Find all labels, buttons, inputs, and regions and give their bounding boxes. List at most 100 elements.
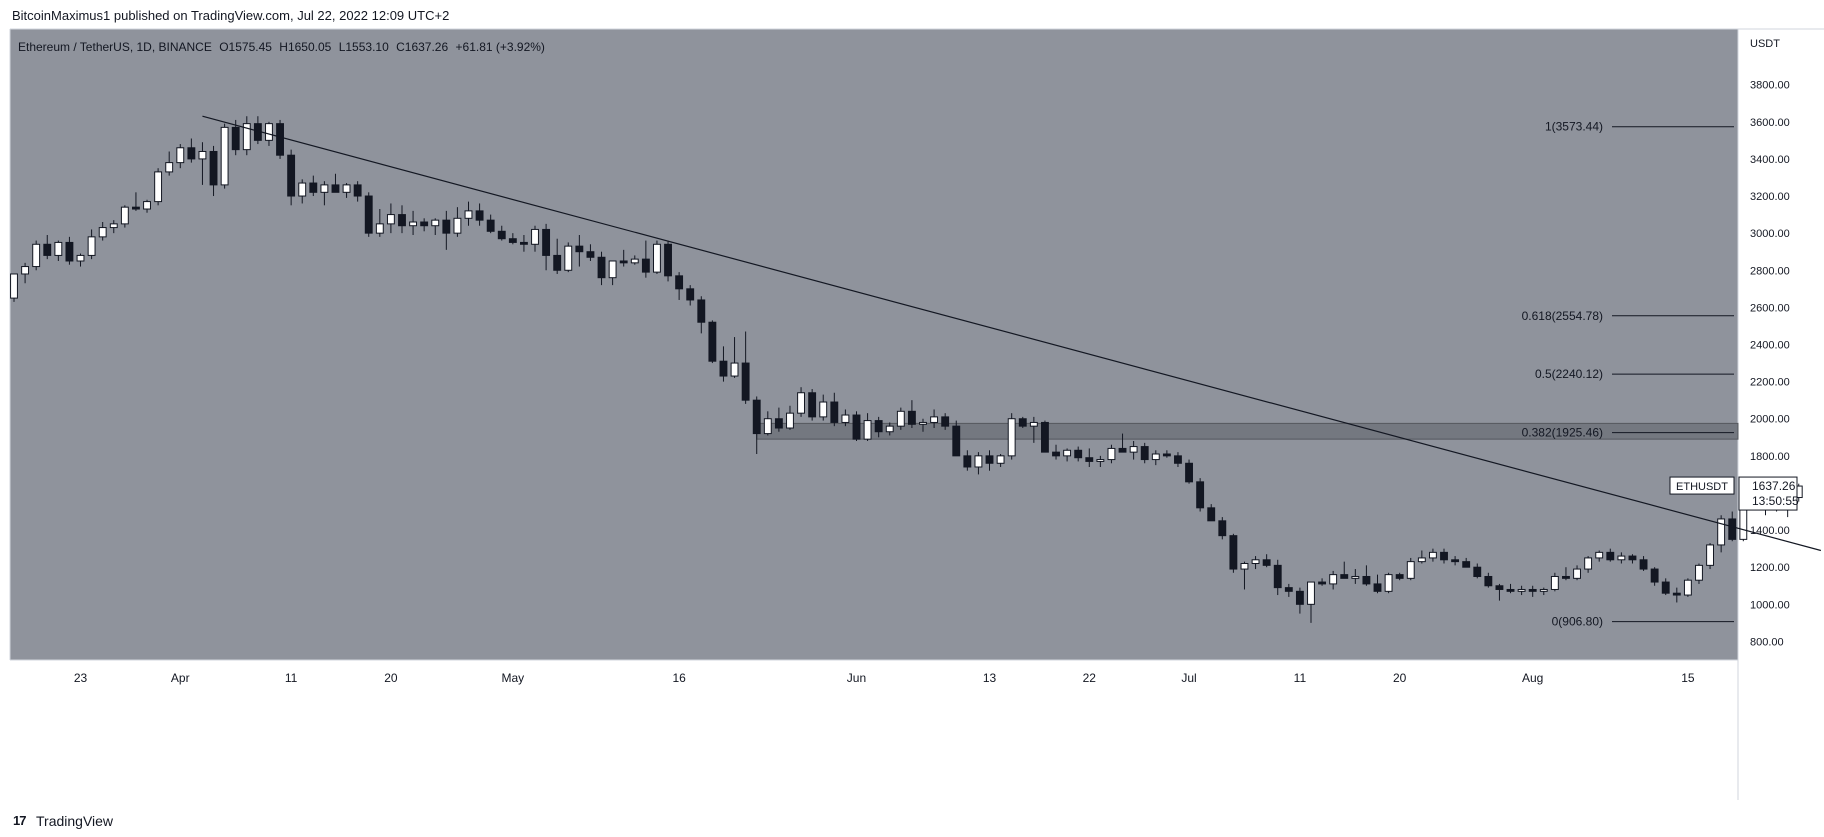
tradingview-logo-icon[interactable]: 17 <box>13 813 27 828</box>
fib-level-label: 0.382(1925.46) <box>1522 426 1603 440</box>
candle <box>675 275 684 290</box>
candle <box>531 228 539 245</box>
candle <box>364 195 373 234</box>
candle <box>1539 588 1548 592</box>
candle <box>653 243 661 273</box>
candle <box>597 256 606 279</box>
x-tick-label: 15 <box>1681 671 1695 685</box>
candle <box>1284 587 1293 592</box>
candle <box>464 210 473 219</box>
candle <box>586 251 595 258</box>
y-tick-label: 2400.00 <box>1750 340 1790 352</box>
candle <box>1052 451 1060 457</box>
publish-bar: BitcoinMaximus1 published on TradingView… <box>0 0 1824 29</box>
x-tick-label: Apr <box>171 671 190 685</box>
footer: 17 TradingView <box>0 805 1824 837</box>
x-tick-label: 23 <box>74 671 88 685</box>
candle <box>1196 481 1205 509</box>
candle <box>1417 557 1426 563</box>
candle <box>719 360 728 377</box>
symbol-tag-label: ETHUSDT <box>1676 481 1728 493</box>
y-tick-label: 3200.00 <box>1750 191 1790 203</box>
candle <box>619 260 628 264</box>
candle <box>1240 562 1249 570</box>
candle <box>1562 575 1570 579</box>
candle <box>486 219 495 232</box>
candle <box>808 392 817 418</box>
candle <box>730 362 739 377</box>
candle <box>453 217 462 234</box>
candle <box>508 238 517 243</box>
y-tick-label: 1200.00 <box>1750 562 1790 574</box>
fib-level-label: 0.5(2240.12) <box>1535 367 1603 381</box>
candle <box>564 245 573 271</box>
candle <box>265 123 273 141</box>
candle <box>553 254 562 271</box>
candle <box>797 392 805 414</box>
candle <box>608 260 617 279</box>
candle <box>1440 551 1448 561</box>
candle <box>1528 588 1537 592</box>
candle <box>409 221 418 227</box>
candle <box>442 219 451 234</box>
candle <box>1672 592 1681 596</box>
candle <box>132 206 140 210</box>
candle <box>963 455 972 468</box>
candle <box>1384 574 1393 592</box>
candle <box>974 455 983 468</box>
candle <box>1584 557 1593 570</box>
price-axis-panel <box>1738 29 1824 800</box>
open-label: O <box>219 40 229 54</box>
candle <box>1251 559 1260 564</box>
candle <box>1606 551 1615 561</box>
candle <box>386 214 395 225</box>
candle <box>54 241 63 256</box>
candle <box>1207 507 1216 522</box>
candle <box>32 243 41 268</box>
y-tick-label: 3400.00 <box>1750 154 1790 166</box>
candle <box>896 410 905 427</box>
candle <box>1650 568 1659 583</box>
candle <box>1495 585 1504 590</box>
candle <box>874 420 883 433</box>
candle <box>763 418 772 435</box>
candle <box>1717 518 1726 546</box>
candle <box>686 288 695 301</box>
candle <box>1639 559 1648 570</box>
candle <box>1007 418 1016 457</box>
candle <box>43 243 52 256</box>
candle <box>1728 518 1737 540</box>
candle <box>1307 581 1315 605</box>
candle <box>641 258 650 273</box>
candle <box>664 243 672 277</box>
candle <box>1373 583 1382 592</box>
candle <box>830 401 839 423</box>
candle <box>65 241 74 262</box>
candle <box>1395 574 1404 579</box>
candle <box>863 420 872 440</box>
y-tick-label: 2800.00 <box>1750 265 1790 277</box>
tradingview-brand[interactable]: TradingView <box>36 813 114 829</box>
candle <box>1406 561 1415 579</box>
candle <box>741 362 750 401</box>
candle <box>109 223 118 229</box>
plot-area <box>10 29 1738 660</box>
candle <box>497 230 506 240</box>
candle <box>1063 449 1072 457</box>
candle <box>542 228 551 256</box>
candle <box>1473 566 1482 577</box>
candle <box>697 299 706 323</box>
candle <box>852 414 861 440</box>
candle <box>120 206 129 225</box>
candle <box>165 162 174 173</box>
y-tick-label: 2600.00 <box>1750 302 1790 314</box>
candle <box>1174 455 1182 464</box>
candle <box>298 182 307 197</box>
candle <box>198 150 207 160</box>
countdown-label: 13:50:55 <box>1752 494 1799 508</box>
candle <box>786 412 794 429</box>
candle <box>143 201 151 210</box>
candle <box>519 241 528 245</box>
candle <box>231 126 240 151</box>
